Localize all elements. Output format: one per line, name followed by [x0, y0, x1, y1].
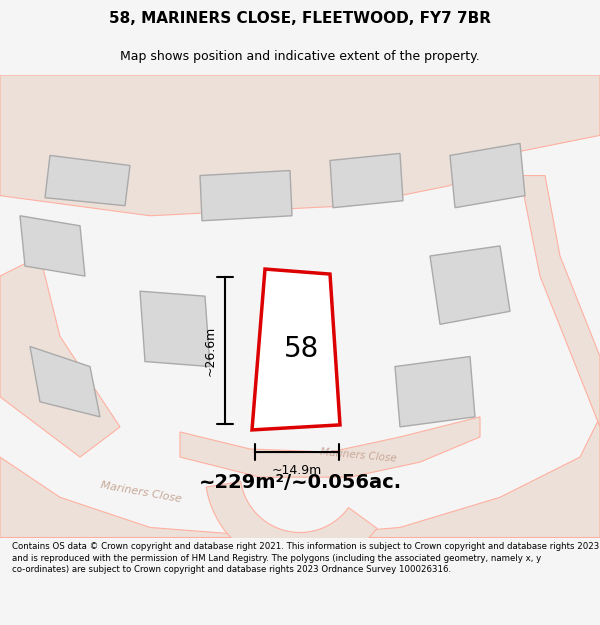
Text: ~14.9m: ~14.9m — [272, 464, 322, 477]
Polygon shape — [20, 216, 85, 276]
Polygon shape — [200, 171, 292, 221]
Polygon shape — [395, 356, 475, 427]
Text: 58: 58 — [284, 336, 319, 364]
Polygon shape — [520, 176, 600, 427]
Text: Contains OS data © Crown copyright and database right 2021. This information is : Contains OS data © Crown copyright and d… — [12, 542, 599, 574]
Polygon shape — [430, 246, 510, 324]
Polygon shape — [0, 417, 600, 538]
Text: 58, MARINERS CLOSE, FLEETWOOD, FY7 7BR: 58, MARINERS CLOSE, FLEETWOOD, FY7 7BR — [109, 11, 491, 26]
Polygon shape — [0, 256, 120, 457]
Text: Mariners Close: Mariners Close — [320, 447, 397, 463]
Polygon shape — [206, 482, 377, 568]
Polygon shape — [45, 156, 130, 206]
Polygon shape — [0, 75, 600, 216]
Polygon shape — [252, 269, 340, 430]
Text: ~26.6m: ~26.6m — [204, 326, 217, 376]
Polygon shape — [180, 417, 480, 477]
Polygon shape — [450, 143, 525, 208]
Polygon shape — [330, 153, 403, 208]
Polygon shape — [30, 346, 100, 417]
Polygon shape — [140, 291, 210, 367]
Text: ~229m²/~0.056ac.: ~229m²/~0.056ac. — [199, 472, 401, 492]
Text: Mariners Close: Mariners Close — [100, 480, 183, 504]
Text: Map shows position and indicative extent of the property.: Map shows position and indicative extent… — [120, 50, 480, 62]
